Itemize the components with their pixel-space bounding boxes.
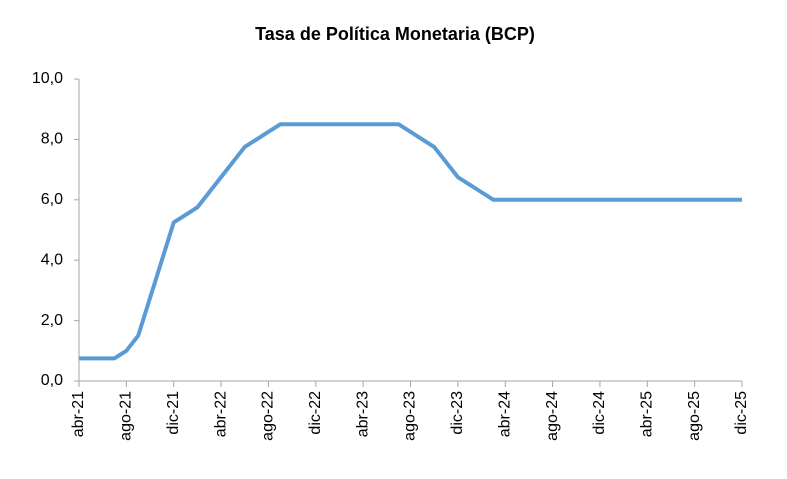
x-tick-label: dic-24 bbox=[591, 391, 608, 435]
y-tick-label: 8,0 bbox=[41, 131, 63, 148]
y-tick-label: 6,0 bbox=[41, 191, 63, 208]
data-line bbox=[79, 122, 742, 361]
y-tick-label: 0,0 bbox=[41, 372, 63, 389]
x-tick-label: abr-25 bbox=[639, 391, 656, 437]
x-tick-label: dic-22 bbox=[307, 391, 324, 435]
x-tick-label: ago-23 bbox=[402, 391, 419, 441]
x-tick-label: abr-24 bbox=[496, 391, 513, 437]
x-tick-label: abr-21 bbox=[70, 391, 87, 437]
x-tick-label: dic-25 bbox=[733, 391, 750, 435]
y-tick-label: 2,0 bbox=[41, 312, 63, 329]
x-tick-label: dic-21 bbox=[165, 391, 182, 435]
x-tick-label: abr-23 bbox=[354, 391, 371, 437]
x-tick-label: ago-21 bbox=[118, 391, 135, 441]
x-tick-label: dic-23 bbox=[449, 391, 466, 435]
x-tick-label: ago-24 bbox=[544, 391, 561, 441]
chart-title: Tasa de Política Monetaria (BCP) bbox=[255, 24, 535, 44]
x-tick-label: abr-22 bbox=[212, 391, 229, 437]
y-tick-label: 4,0 bbox=[41, 251, 63, 268]
y-tick-label: 10,0 bbox=[32, 70, 63, 87]
x-tick-label: ago-22 bbox=[260, 391, 277, 441]
x-tick-label: ago-25 bbox=[686, 391, 703, 441]
